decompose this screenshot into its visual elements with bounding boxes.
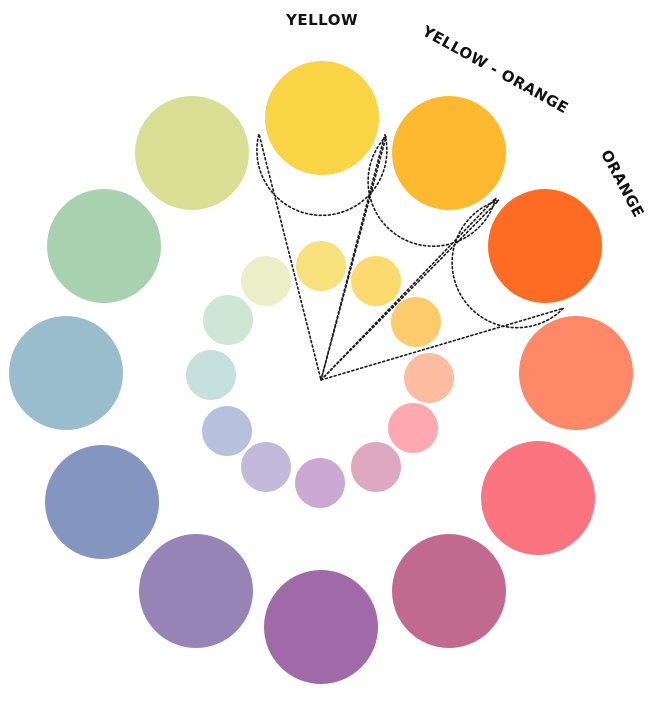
inner-circle-yellow-tint <box>296 241 346 291</box>
inner-circle-yellow-green-tint <box>241 256 291 306</box>
inner-circle-blue-violet-tint <box>241 442 291 492</box>
outer-circle-blue <box>45 445 159 559</box>
outer-circle-violet <box>264 570 378 684</box>
outer-circle-yellow-green <box>135 96 249 210</box>
outer-ring <box>9 61 633 684</box>
callout-outlines <box>256 133 564 381</box>
inner-circle-violet-tint <box>295 458 345 508</box>
outer-circle-blue-green <box>9 316 123 430</box>
outer-circle-red <box>481 441 595 555</box>
inner-circle-blue-tint <box>202 406 252 456</box>
outer-circle-yellow <box>265 61 379 175</box>
inner-circle-yellow-orange-tint <box>351 256 401 306</box>
outer-circle-red-orange <box>519 316 633 430</box>
inner-ring <box>186 241 454 508</box>
outer-circle-blue-violet <box>139 534 253 648</box>
label-orange: ORANGE <box>597 147 648 221</box>
outer-circle-yellow-orange <box>392 96 506 210</box>
inner-circle-red-violet-tint <box>351 442 401 492</box>
outer-circle-green <box>47 189 161 303</box>
callout-yellow <box>256 133 388 381</box>
inner-circle-red-tint <box>388 403 438 453</box>
outer-circle-orange <box>488 189 602 303</box>
callout-yellow-orange <box>320 135 497 381</box>
label-yellow: YELLOW <box>285 11 358 29</box>
inner-circle-orange-tint <box>391 297 441 347</box>
inner-circle-green-tint <box>203 295 253 345</box>
inner-circle-blue-green-tint <box>186 350 236 400</box>
inner-circle-red-orange-tint <box>404 353 454 403</box>
outer-circle-red-violet <box>392 534 506 648</box>
